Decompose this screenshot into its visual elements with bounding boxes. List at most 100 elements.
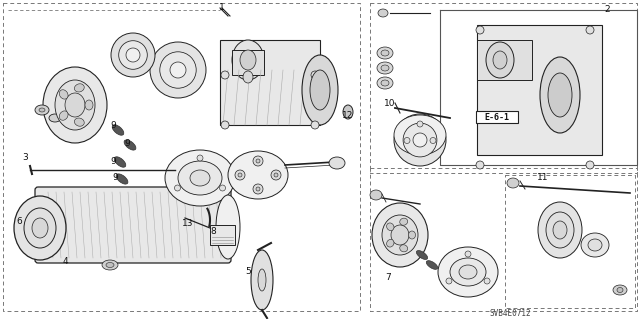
Ellipse shape: [216, 195, 240, 259]
Ellipse shape: [65, 93, 85, 117]
Bar: [476, 111, 518, 123]
Circle shape: [484, 278, 490, 284]
Ellipse shape: [450, 258, 486, 286]
Text: 10: 10: [384, 99, 396, 108]
Circle shape: [274, 173, 278, 177]
Ellipse shape: [553, 221, 567, 239]
Circle shape: [417, 121, 423, 127]
Ellipse shape: [112, 125, 124, 135]
Ellipse shape: [403, 123, 437, 157]
Text: SVB4E0712: SVB4E0712: [489, 308, 531, 317]
Circle shape: [586, 161, 594, 169]
Ellipse shape: [243, 71, 253, 83]
Ellipse shape: [302, 55, 338, 125]
Ellipse shape: [228, 151, 288, 199]
Ellipse shape: [106, 263, 114, 268]
Text: 9: 9: [110, 157, 116, 166]
Ellipse shape: [387, 239, 394, 247]
Ellipse shape: [240, 50, 256, 70]
Ellipse shape: [258, 269, 266, 291]
Text: 6: 6: [16, 217, 22, 226]
Ellipse shape: [118, 41, 147, 69]
Ellipse shape: [55, 80, 95, 130]
Ellipse shape: [111, 33, 155, 77]
Bar: [477, 40, 532, 80]
Ellipse shape: [377, 47, 393, 59]
Ellipse shape: [613, 285, 627, 295]
Ellipse shape: [232, 40, 264, 80]
Bar: [210, 225, 235, 245]
Ellipse shape: [116, 174, 128, 184]
Circle shape: [311, 121, 319, 129]
Text: 7: 7: [385, 273, 391, 283]
Ellipse shape: [459, 265, 477, 279]
Circle shape: [197, 155, 203, 161]
Circle shape: [465, 251, 471, 257]
Ellipse shape: [60, 111, 68, 120]
Ellipse shape: [400, 245, 408, 252]
Ellipse shape: [588, 239, 602, 251]
Text: 9: 9: [112, 174, 118, 182]
Text: 3: 3: [22, 153, 28, 162]
Bar: [232, 50, 264, 75]
Ellipse shape: [417, 250, 428, 259]
Ellipse shape: [43, 67, 107, 143]
Ellipse shape: [310, 70, 330, 110]
Ellipse shape: [60, 90, 68, 99]
Circle shape: [175, 185, 180, 191]
Circle shape: [220, 185, 225, 191]
Ellipse shape: [493, 51, 507, 69]
Circle shape: [221, 121, 229, 129]
Ellipse shape: [408, 231, 415, 239]
Ellipse shape: [178, 161, 222, 195]
Ellipse shape: [102, 260, 118, 270]
Text: 13: 13: [182, 219, 194, 228]
Ellipse shape: [438, 247, 498, 297]
Circle shape: [235, 170, 245, 180]
Ellipse shape: [387, 223, 394, 231]
Ellipse shape: [400, 218, 408, 225]
Ellipse shape: [343, 105, 353, 119]
Circle shape: [476, 161, 484, 169]
Ellipse shape: [74, 84, 84, 92]
Ellipse shape: [39, 108, 45, 112]
Bar: [220, 40, 320, 125]
Ellipse shape: [165, 150, 235, 206]
Ellipse shape: [329, 157, 345, 169]
Ellipse shape: [150, 42, 206, 98]
Ellipse shape: [413, 133, 427, 147]
Text: 8: 8: [210, 226, 216, 235]
Text: 1: 1: [219, 4, 225, 12]
Circle shape: [404, 137, 410, 144]
Text: E-6-1: E-6-1: [484, 113, 509, 122]
Ellipse shape: [32, 218, 48, 238]
Ellipse shape: [486, 42, 514, 78]
Ellipse shape: [14, 196, 66, 260]
Ellipse shape: [190, 170, 210, 186]
Circle shape: [221, 71, 229, 79]
Ellipse shape: [378, 9, 388, 17]
Ellipse shape: [381, 65, 389, 71]
Circle shape: [253, 184, 263, 194]
Ellipse shape: [394, 115, 446, 155]
Ellipse shape: [372, 203, 428, 267]
Ellipse shape: [24, 208, 56, 248]
Ellipse shape: [426, 261, 438, 269]
Ellipse shape: [124, 140, 136, 150]
Text: 9: 9: [124, 138, 130, 147]
Bar: [477, 25, 602, 155]
Ellipse shape: [85, 100, 93, 110]
Ellipse shape: [382, 215, 418, 255]
Ellipse shape: [581, 233, 609, 257]
Circle shape: [271, 170, 281, 180]
Circle shape: [238, 173, 242, 177]
Circle shape: [586, 26, 594, 34]
Circle shape: [256, 187, 260, 191]
Ellipse shape: [114, 157, 126, 167]
Text: 5: 5: [245, 268, 251, 277]
Ellipse shape: [540, 57, 580, 133]
Ellipse shape: [49, 114, 61, 122]
Text: 9: 9: [110, 122, 116, 130]
Ellipse shape: [35, 105, 49, 115]
Ellipse shape: [74, 118, 84, 126]
